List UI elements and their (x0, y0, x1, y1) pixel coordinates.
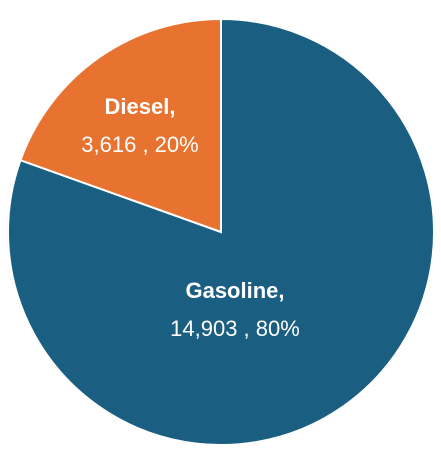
value-label: 14,903 , 80% (170, 316, 300, 341)
value-label: 3,616 , 20% (81, 132, 198, 157)
pie-slice (7, 17, 435, 446)
slice-name: Diesel, (105, 94, 176, 119)
pie-slice (19, 17, 222, 234)
slice-name: Gasoline, (185, 278, 284, 303)
